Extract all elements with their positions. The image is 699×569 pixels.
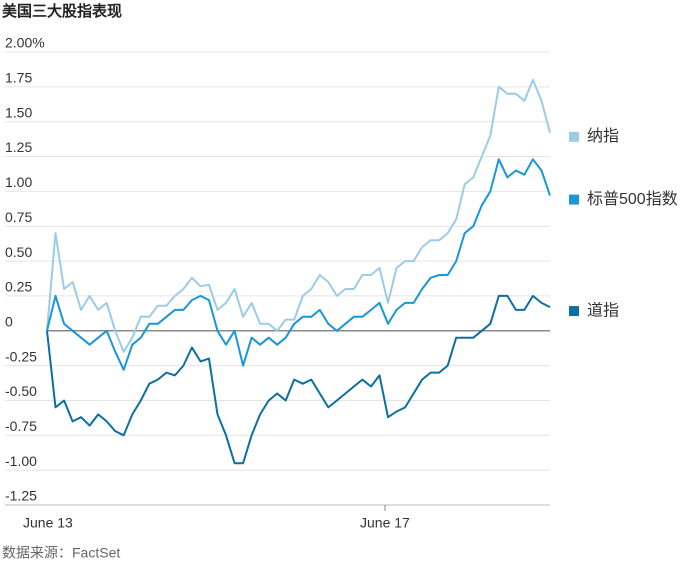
y-tick-label: 0.75 [5,209,32,225]
y-tick-label: 1.00 [5,174,32,190]
y-tick-label: 2.00% [5,35,45,51]
series-line [46,294,551,465]
chart-title: 美国三大股指表现 [2,2,122,20]
legend-label: 纳指 [587,127,619,145]
y-tick-label: 1.25 [5,139,32,155]
y-tick-label: 0.50 [5,244,32,260]
legend-label: 标普500指数 [587,190,678,208]
y-tick-label: -0.25 [5,348,37,364]
series-line [46,158,551,371]
y-tick-label: -0.75 [5,418,37,434]
legend-swatch [569,194,579,205]
legend-swatch [569,131,579,142]
legend-label: 道指 [587,301,619,319]
y-tick-label: 0 [5,313,13,329]
y-tick-label: -0.50 [5,383,37,399]
y-tick-label: -1.00 [5,453,37,469]
source: 数据来源：FactSet [2,545,120,561]
y-tick-label: 1.75 [5,70,32,86]
y-tick-label: 1.50 [5,104,32,120]
series-line [46,78,551,353]
y-tick-label: 0.25 [5,279,32,295]
x-tick-label: June 13 [23,515,73,531]
x-tick-label: June 17 [360,515,410,531]
legend-swatch [569,306,579,317]
y-tick-label: -1.25 [5,488,37,504]
